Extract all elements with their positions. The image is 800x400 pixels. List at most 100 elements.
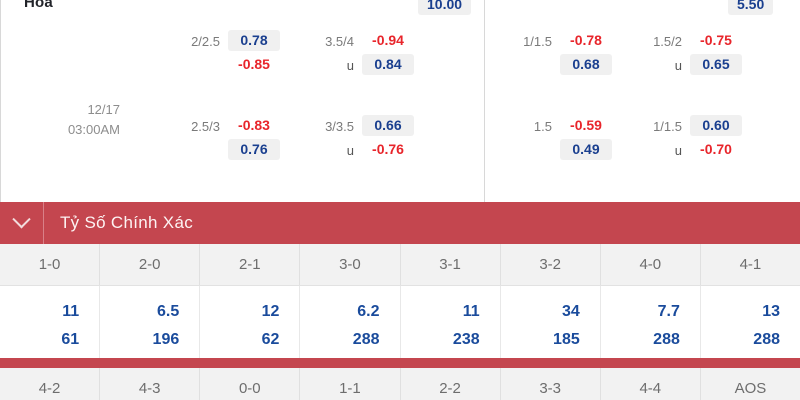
match-time: 03:00AM xyxy=(67,122,120,137)
top-cut-odd-2[interactable]: 5.50 xyxy=(728,0,774,15)
handicap-row: 1/1.5 -0.78 xyxy=(523,30,612,54)
odd-cell[interactable]: 0.84 xyxy=(362,54,414,75)
score-header-row: 1-0 2-0 2-1 3-0 3-1 3-2 4-0 4-1 xyxy=(0,244,800,286)
handicap-line: 2/2.5 xyxy=(191,34,220,49)
score-odd-top: 13 xyxy=(762,303,780,320)
odd-cell[interactable]: -0.75 xyxy=(700,32,732,48)
score-header-cell[interactable]: 4-1 xyxy=(739,256,762,273)
score-value-cell[interactable]: 12 62 xyxy=(200,286,301,366)
odd-cell[interactable]: 0.76 xyxy=(228,139,280,160)
score-header-cell[interactable]: 3-0 xyxy=(300,244,401,285)
odd-cell[interactable]: 0.65 xyxy=(690,54,742,75)
draw-label: Hòa xyxy=(24,0,53,11)
score-header-cell[interactable]: 3-3 xyxy=(501,368,601,400)
handicap-row: -0.85 xyxy=(228,54,280,78)
odd-cell[interactable]: -0.94 xyxy=(372,32,404,48)
score-header-cell[interactable]: 1-1 xyxy=(300,368,401,400)
score-odd-top: 11 xyxy=(62,303,80,320)
score-odd-bottom: 238 xyxy=(452,331,480,348)
odd-cell[interactable]: 0.60 xyxy=(690,115,742,136)
score-header-cell[interactable]: 2-0 xyxy=(100,244,201,285)
score-header-cell[interactable]: 0-0 xyxy=(200,368,301,400)
score-odd-top: 6.5 xyxy=(157,303,180,320)
overunder-line: 3/3.5 xyxy=(325,119,354,134)
score-value-cell[interactable]: 13 288 xyxy=(701,286,800,366)
match-date: 12/17 xyxy=(87,102,120,117)
score-odd-bottom: 196 xyxy=(152,331,180,348)
handicap-row: 2.5/3 -0.83 xyxy=(191,115,280,139)
score-odd-bottom: 61 xyxy=(61,331,80,348)
top-cut-odd-1[interactable]: 10.00 xyxy=(418,0,472,15)
score-header-cell[interactable]: AOS xyxy=(734,380,767,397)
score-header-cell[interactable]: 3-1 xyxy=(401,244,501,285)
overunder-row: u -0.76 xyxy=(347,139,414,163)
score-odd-bottom: 62 xyxy=(261,331,280,348)
handicap-row: 0.68 xyxy=(560,54,612,78)
score-header-cell[interactable]: 1-0 xyxy=(0,244,101,285)
right-overunder-column: 1.5/2 -0.75 u 0.65 1/1.5 0.60 u -0.70 xyxy=(653,30,742,163)
odd-cell[interactable]: 0.78 xyxy=(228,30,280,51)
section-title: Tỷ Số Chính Xác xyxy=(60,213,194,232)
chevron-down-icon xyxy=(12,209,31,228)
score-value-cell[interactable]: 6.2 288 xyxy=(300,286,401,366)
overunder-row: 1.5/2 -0.75 xyxy=(653,30,742,54)
under-marker: u xyxy=(346,58,354,73)
section-divider-strip xyxy=(0,358,800,368)
odds-panel: Hòa 10.00 5.50 12/17 03:00AM 2/2.5 0.78 … xyxy=(0,0,774,202)
score-odd-bottom: 185 xyxy=(553,331,580,348)
score-header-cell[interactable]: 2-2 xyxy=(401,368,501,400)
score-header-cell[interactable]: 3-2 xyxy=(501,244,601,285)
overunder-row: u -0.70 xyxy=(675,139,742,163)
odd-cell[interactable]: 0.68 xyxy=(560,54,612,75)
under-marker: u xyxy=(346,143,354,158)
overunder-row: u 0.84 xyxy=(347,54,414,78)
overunder-row: u 0.65 xyxy=(675,54,742,78)
odd-cell[interactable]: -0.83 xyxy=(238,117,270,133)
score-odd-bottom: 288 xyxy=(352,331,380,348)
spacer xyxy=(690,78,742,115)
spacer xyxy=(560,78,612,115)
odd-cell[interactable]: -0.59 xyxy=(570,117,602,133)
odd-cell[interactable]: 0.49 xyxy=(560,139,612,160)
odd-cell[interactable]: -0.70 xyxy=(700,141,732,157)
handicap-row: 1.5 -0.59 xyxy=(534,115,612,139)
collapse-toggle[interactable] xyxy=(0,202,44,244)
spacer xyxy=(362,78,414,115)
correct-score-section-header[interactable]: Tỷ Số Chính Xác xyxy=(0,202,800,244)
score-values-row: 11 61 6.5 196 12 62 6.2 288 11 238 34 18… xyxy=(0,286,800,366)
correct-score-table: 1-0 2-0 2-1 3-0 3-1 3-2 4-0 4-1 11 61 6.… xyxy=(0,244,800,366)
score-header-cell[interactable]: 4-0 xyxy=(601,244,701,285)
right-handicap-column: 1/1.5 -0.78 0.68 1.5 -0.59 0.49 xyxy=(523,30,612,163)
odd-cell[interactable]: -0.76 xyxy=(372,141,404,157)
under-marker: u xyxy=(674,58,682,73)
score-value-cell[interactable]: 11 61 xyxy=(0,286,101,366)
score-header-cell[interactable]: 4-2 xyxy=(0,368,101,400)
score-header-cell[interactable]: 4-3 xyxy=(100,368,201,400)
score-value-cell[interactable]: 7.7 288 xyxy=(601,286,701,366)
score-value-cell[interactable]: 6.5 196 xyxy=(100,286,201,366)
odd-cell[interactable]: 0.66 xyxy=(362,115,414,136)
score-header-cell[interactable]: 4-4 xyxy=(601,368,701,400)
spacer xyxy=(362,163,414,200)
score-header-row: 4-2 4-3 0-0 1-1 2-2 3-3 4-4 AOS xyxy=(0,368,800,400)
score-value-cell[interactable]: 11 238 xyxy=(401,286,501,366)
handicap-line: 1/1.5 xyxy=(523,34,552,49)
score-header-cell[interactable]: 2-1 xyxy=(200,244,301,285)
score-odd-bottom: 288 xyxy=(753,331,780,348)
handicap-line: 1.5 xyxy=(533,119,552,134)
odd-cell[interactable]: -0.85 xyxy=(238,56,270,72)
handicap-row: 0.49 xyxy=(560,139,612,163)
score-odd-top: 34 xyxy=(561,303,580,320)
score-odd-top: 6.2 xyxy=(357,303,380,320)
overunder-line: 3.5/4 xyxy=(325,34,354,49)
overunder-row: 3/3.5 0.66 xyxy=(325,115,414,139)
handicap-line: 2.5/3 xyxy=(191,119,220,134)
odd-cell[interactable]: -0.78 xyxy=(570,32,602,48)
under-marker: u xyxy=(674,143,682,158)
spacer xyxy=(228,78,280,115)
match-datetime: 12/17 03:00AM xyxy=(20,100,120,140)
overunder-row: 1/1.5 0.60 xyxy=(653,115,742,139)
score-value-cell[interactable]: 34 185 xyxy=(501,286,601,366)
score-odd-top: 7.7 xyxy=(657,303,680,320)
